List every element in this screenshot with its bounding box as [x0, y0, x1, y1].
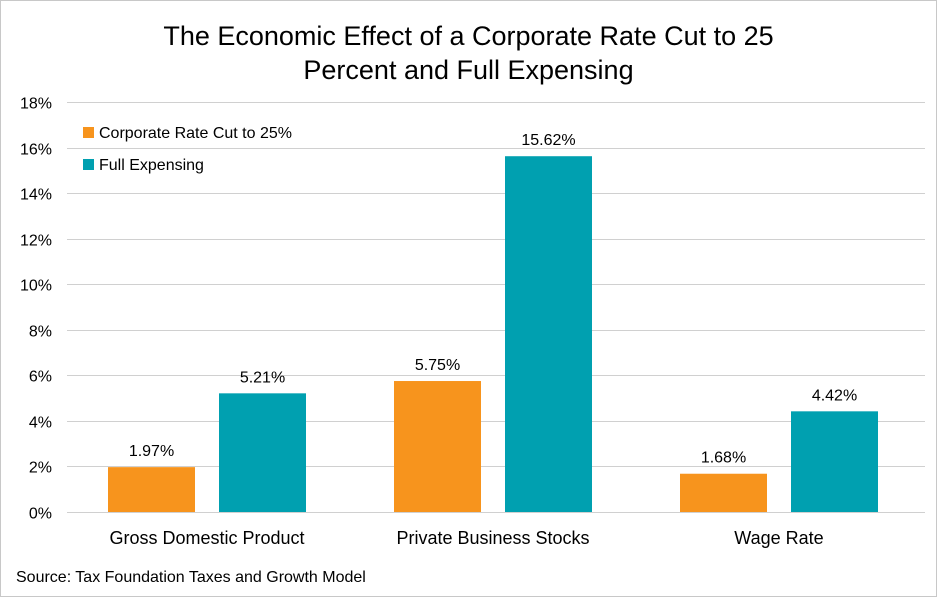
- data-label: 15.62%: [521, 132, 575, 149]
- x-category-label: Gross Domestic Product: [109, 528, 304, 548]
- chart-title-line-1: The Economic Effect of a Corporate Rate …: [163, 21, 774, 51]
- bar: [108, 467, 195, 512]
- y-tick-label: 0%: [29, 506, 52, 523]
- data-label: 5.75%: [415, 357, 460, 374]
- bar: [680, 473, 767, 512]
- bar: [394, 381, 481, 512]
- y-tick-label: 4%: [29, 415, 52, 432]
- bar: [505, 156, 592, 512]
- chart-title-line-2: Percent and Full Expensing: [303, 55, 634, 85]
- legend-swatch: [83, 127, 94, 138]
- bar: [219, 393, 306, 512]
- legend-label: Full Expensing: [99, 157, 204, 174]
- legend-swatch: [83, 159, 94, 170]
- y-tick-label: 10%: [20, 278, 52, 295]
- data-label: 1.97%: [129, 443, 174, 460]
- x-category-label: Private Business Stocks: [396, 528, 589, 548]
- y-tick-label: 14%: [20, 187, 52, 204]
- data-label: 5.21%: [240, 369, 285, 386]
- legend-label: Corporate Rate Cut to 25%: [99, 125, 292, 142]
- data-label: 1.68%: [701, 450, 746, 467]
- source-note: Source: Tax Foundation Taxes and Growth …: [16, 569, 366, 586]
- y-tick-label: 8%: [29, 324, 52, 341]
- x-category-label: Wage Rate: [734, 528, 823, 548]
- y-tick-label: 12%: [20, 233, 52, 250]
- bar: [791, 411, 878, 512]
- y-tick-label: 2%: [29, 460, 52, 477]
- data-label: 4.42%: [812, 387, 857, 404]
- y-tick-label: 6%: [29, 369, 52, 386]
- y-tick-label: 16%: [20, 142, 52, 159]
- y-tick-label: 18%: [20, 96, 52, 113]
